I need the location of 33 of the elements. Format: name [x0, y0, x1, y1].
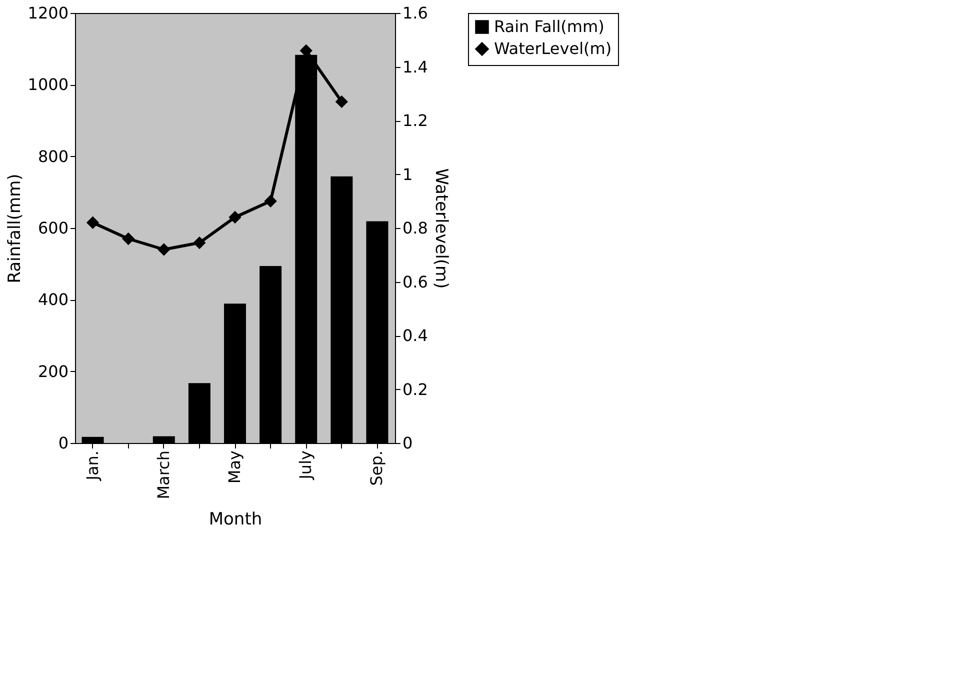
y2-tick-label: 0: [402, 434, 413, 452]
point: [335, 95, 348, 108]
y2-tick-label: 0.8: [402, 218, 428, 238]
y-tick-label: 600: [38, 218, 68, 238]
y-tick-label: 1200: [28, 4, 68, 22]
x-tick-label: March: [154, 450, 173, 500]
point: [122, 232, 135, 246]
point: [264, 194, 277, 208]
y-tick-label: 1000: [28, 75, 68, 94]
y2-tick-label: 0.2: [402, 380, 428, 399]
y-tick-label: 200: [38, 362, 68, 381]
y-axis-title: Rainfall(mm): [4, 174, 25, 284]
point: [86, 216, 100, 229]
y2-axis-title: Waterlevel(m): [430, 168, 451, 289]
x-tick-label: Jan.: [82, 450, 102, 482]
y-tick-label: 0: [58, 434, 68, 452]
legend-label: Rain Fall(mm): [494, 17, 604, 36]
y-tick-label: 400: [38, 290, 68, 310]
point: [228, 210, 242, 224]
point: [193, 236, 206, 250]
y2-tick-label: 0.4: [402, 326, 428, 345]
y2-tick-label: 1.4: [402, 57, 428, 76]
legend-label: WaterLevel(m): [494, 39, 612, 58]
y2-tick-label: 0.6: [402, 272, 428, 292]
point: [158, 243, 170, 256]
y2-tick-label: 1.2: [402, 111, 428, 130]
x-tick-label: May: [225, 450, 244, 484]
y2-tick-label: 1.6: [402, 4, 428, 22]
y-tick-label: 800: [38, 146, 68, 166]
x-tick-label: July: [296, 450, 316, 480]
y2-tick-label: 1: [402, 164, 413, 184]
x-tick-label: Sep.: [367, 450, 386, 486]
x-axis-title: Month: [208, 509, 262, 530]
